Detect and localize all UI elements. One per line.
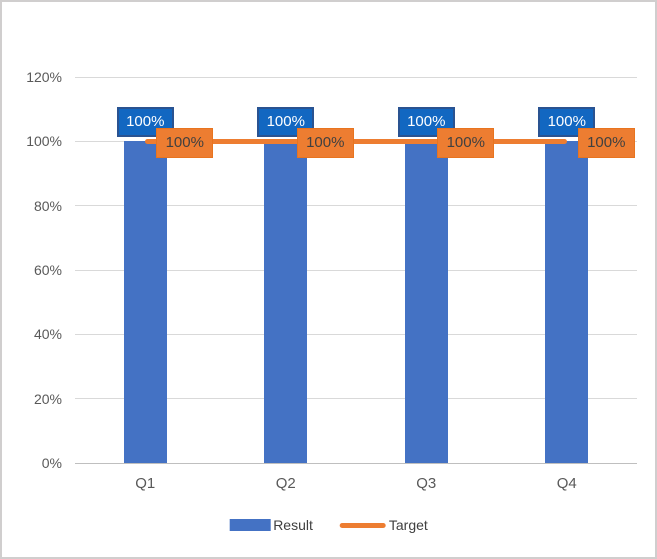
- bar-q3[interactable]: [404, 141, 448, 463]
- x-axis-category-label: Q1: [135, 475, 156, 492]
- legend-item-result[interactable]: Result: [229, 517, 313, 533]
- x-axis-category-label: Q4: [556, 475, 577, 492]
- target-data-label[interactable]: 100%: [156, 128, 214, 159]
- bar-q1[interactable]: [123, 141, 167, 463]
- legend: Result Target: [229, 517, 428, 533]
- result-data-label[interactable]: 100%: [538, 107, 596, 138]
- gridline: [75, 269, 637, 271]
- bar-q4[interactable]: [545, 141, 589, 463]
- target-data-label[interactable]: 100%: [437, 128, 495, 159]
- y-axis-tick-label: 20%: [33, 390, 62, 407]
- y-axis-tick-label: 120%: [26, 69, 62, 85]
- y-axis-tick-label: 40%: [33, 326, 62, 343]
- x-axis-line: [75, 462, 637, 464]
- target-data-label[interactable]: 100%: [577, 128, 635, 159]
- y-axis-tick-label: 100%: [26, 133, 62, 150]
- y-axis-tick-label: 80%: [33, 197, 62, 214]
- legend-swatch-target-icon: [339, 522, 386, 528]
- target-line[interactable]: [145, 138, 567, 144]
- legend-item-target[interactable]: Target: [339, 517, 428, 533]
- legend-swatch-result-icon: [229, 519, 271, 531]
- x-axis-category-label: Q3: [416, 475, 437, 492]
- gridline: [75, 205, 637, 207]
- y-axis-tick-label: 60%: [33, 262, 62, 278]
- gridline: [75, 76, 637, 78]
- bar-q2[interactable]: [264, 141, 308, 463]
- target-data-label[interactable]: 100%: [296, 128, 354, 159]
- y-axis-tick-label: 0%: [41, 455, 62, 471]
- gridline: [75, 398, 637, 400]
- gridline: [75, 333, 637, 335]
- legend-label-result: Result: [273, 517, 313, 533]
- x-axis-category-label: Q2: [275, 475, 296, 492]
- legend-label-target: Target: [388, 517, 428, 533]
